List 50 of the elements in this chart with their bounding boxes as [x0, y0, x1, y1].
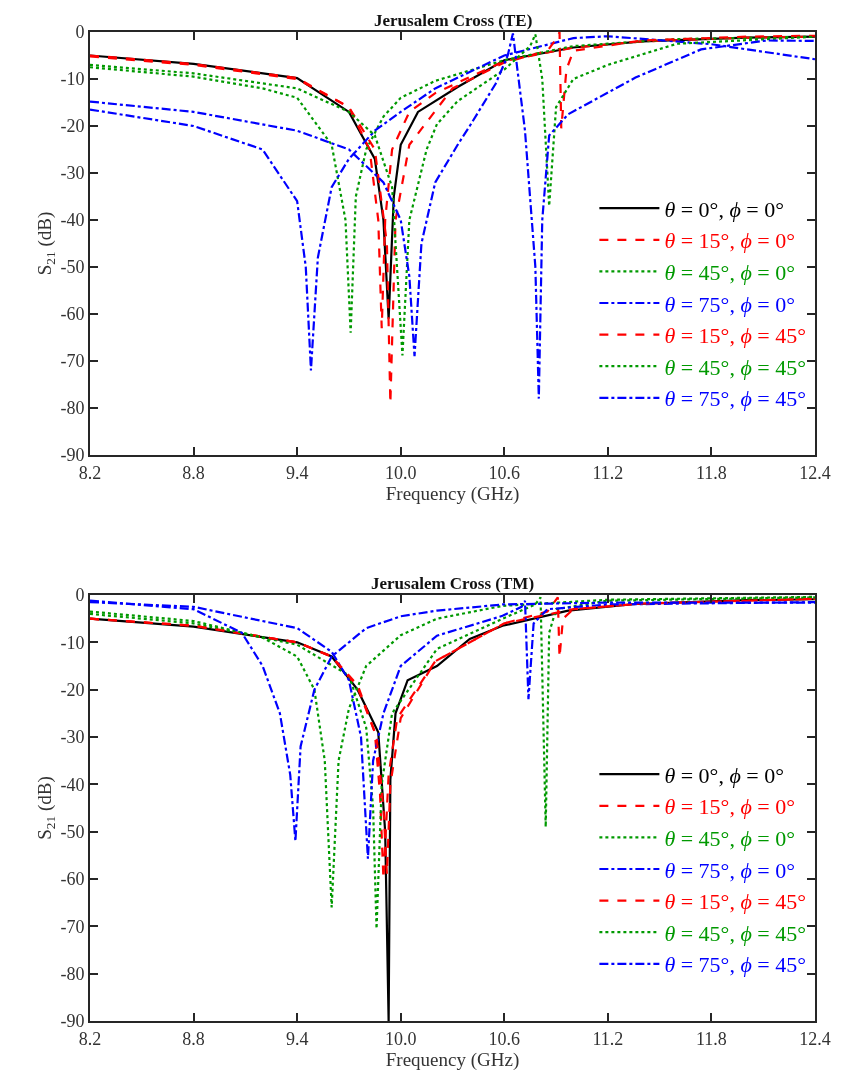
y-tick-label: -10 — [60, 632, 85, 653]
x-axis-title: Frequency (GHz) — [385, 482, 520, 505]
y-tick-label: -50 — [60, 821, 85, 842]
y-tick-label: -30 — [60, 727, 85, 748]
y-tick-label: -80 — [60, 963, 85, 984]
legend-label: θ = 75°, ϕ = 0° — [664, 857, 796, 883]
legend-label: θ = 15°, ϕ = 45° — [664, 889, 807, 915]
y-tick-label: -50 — [60, 257, 85, 278]
legend-label: θ = 45°, ϕ = 45° — [664, 920, 807, 946]
y-tick-label: -80 — [60, 398, 85, 419]
y-tick-label: -40 — [60, 774, 85, 795]
y-tick-label: -10 — [60, 69, 85, 90]
y-tick-label: -60 — [60, 869, 85, 890]
x-tick-label: 11.2 — [592, 1028, 624, 1049]
y-tick-label: -60 — [60, 304, 85, 325]
y-tick-label: -70 — [60, 916, 85, 937]
x-tick-label: 9.4 — [285, 462, 309, 483]
y-tick-label: 0 — [75, 585, 85, 606]
legend-label: θ = 15°, ϕ = 0° — [664, 228, 796, 254]
x-axis-title: Frequency (GHz) — [385, 1048, 520, 1071]
y-tick-label: -40 — [60, 210, 85, 231]
legend-label: θ = 0°, ϕ = 0° — [664, 196, 785, 222]
y-tick-label: 0 — [75, 22, 85, 43]
legend-label: θ = 0°, ϕ = 0° — [664, 762, 785, 788]
x-tick-label: 10.6 — [488, 1028, 521, 1049]
x-tick-label: 12.4 — [799, 462, 831, 483]
y-tick-label: -20 — [60, 116, 85, 137]
x-tick-label: 11.8 — [696, 462, 727, 483]
legend-label: θ = 15°, ϕ = 45° — [664, 323, 807, 349]
y-tick-label: -70 — [60, 351, 85, 372]
chart-title: Jerusalem Cross (TE) — [374, 11, 533, 30]
legend-label: θ = 45°, ϕ = 0° — [664, 825, 796, 851]
legend-label: θ = 45°, ϕ = 0° — [664, 259, 796, 285]
y-tick-label: -20 — [60, 679, 85, 700]
x-tick-label: 9.4 — [285, 1028, 309, 1049]
legend-label: θ = 45°, ϕ = 45° — [664, 354, 807, 380]
x-tick-label: 10.0 — [384, 462, 417, 483]
legend-label: θ = 15°, ϕ = 0° — [664, 794, 796, 820]
legend-label: θ = 75°, ϕ = 45° — [664, 952, 807, 978]
y-tick-label: -30 — [60, 163, 85, 184]
x-tick-label: 8.8 — [182, 462, 205, 483]
x-tick-label: 11.8 — [696, 1028, 727, 1049]
x-tick-label: 10.0 — [384, 1028, 417, 1049]
x-tick-label: 10.6 — [488, 462, 521, 483]
legend-label: θ = 75°, ϕ = 0° — [664, 291, 796, 317]
x-tick-label: 11.2 — [592, 462, 624, 483]
x-tick-label: 12.4 — [799, 1028, 831, 1049]
chart-title: Jerusalem Cross (TM) — [371, 574, 535, 593]
legend-label: θ = 75°, ϕ = 45° — [664, 386, 807, 412]
x-tick-label: 8.8 — [182, 1028, 205, 1049]
